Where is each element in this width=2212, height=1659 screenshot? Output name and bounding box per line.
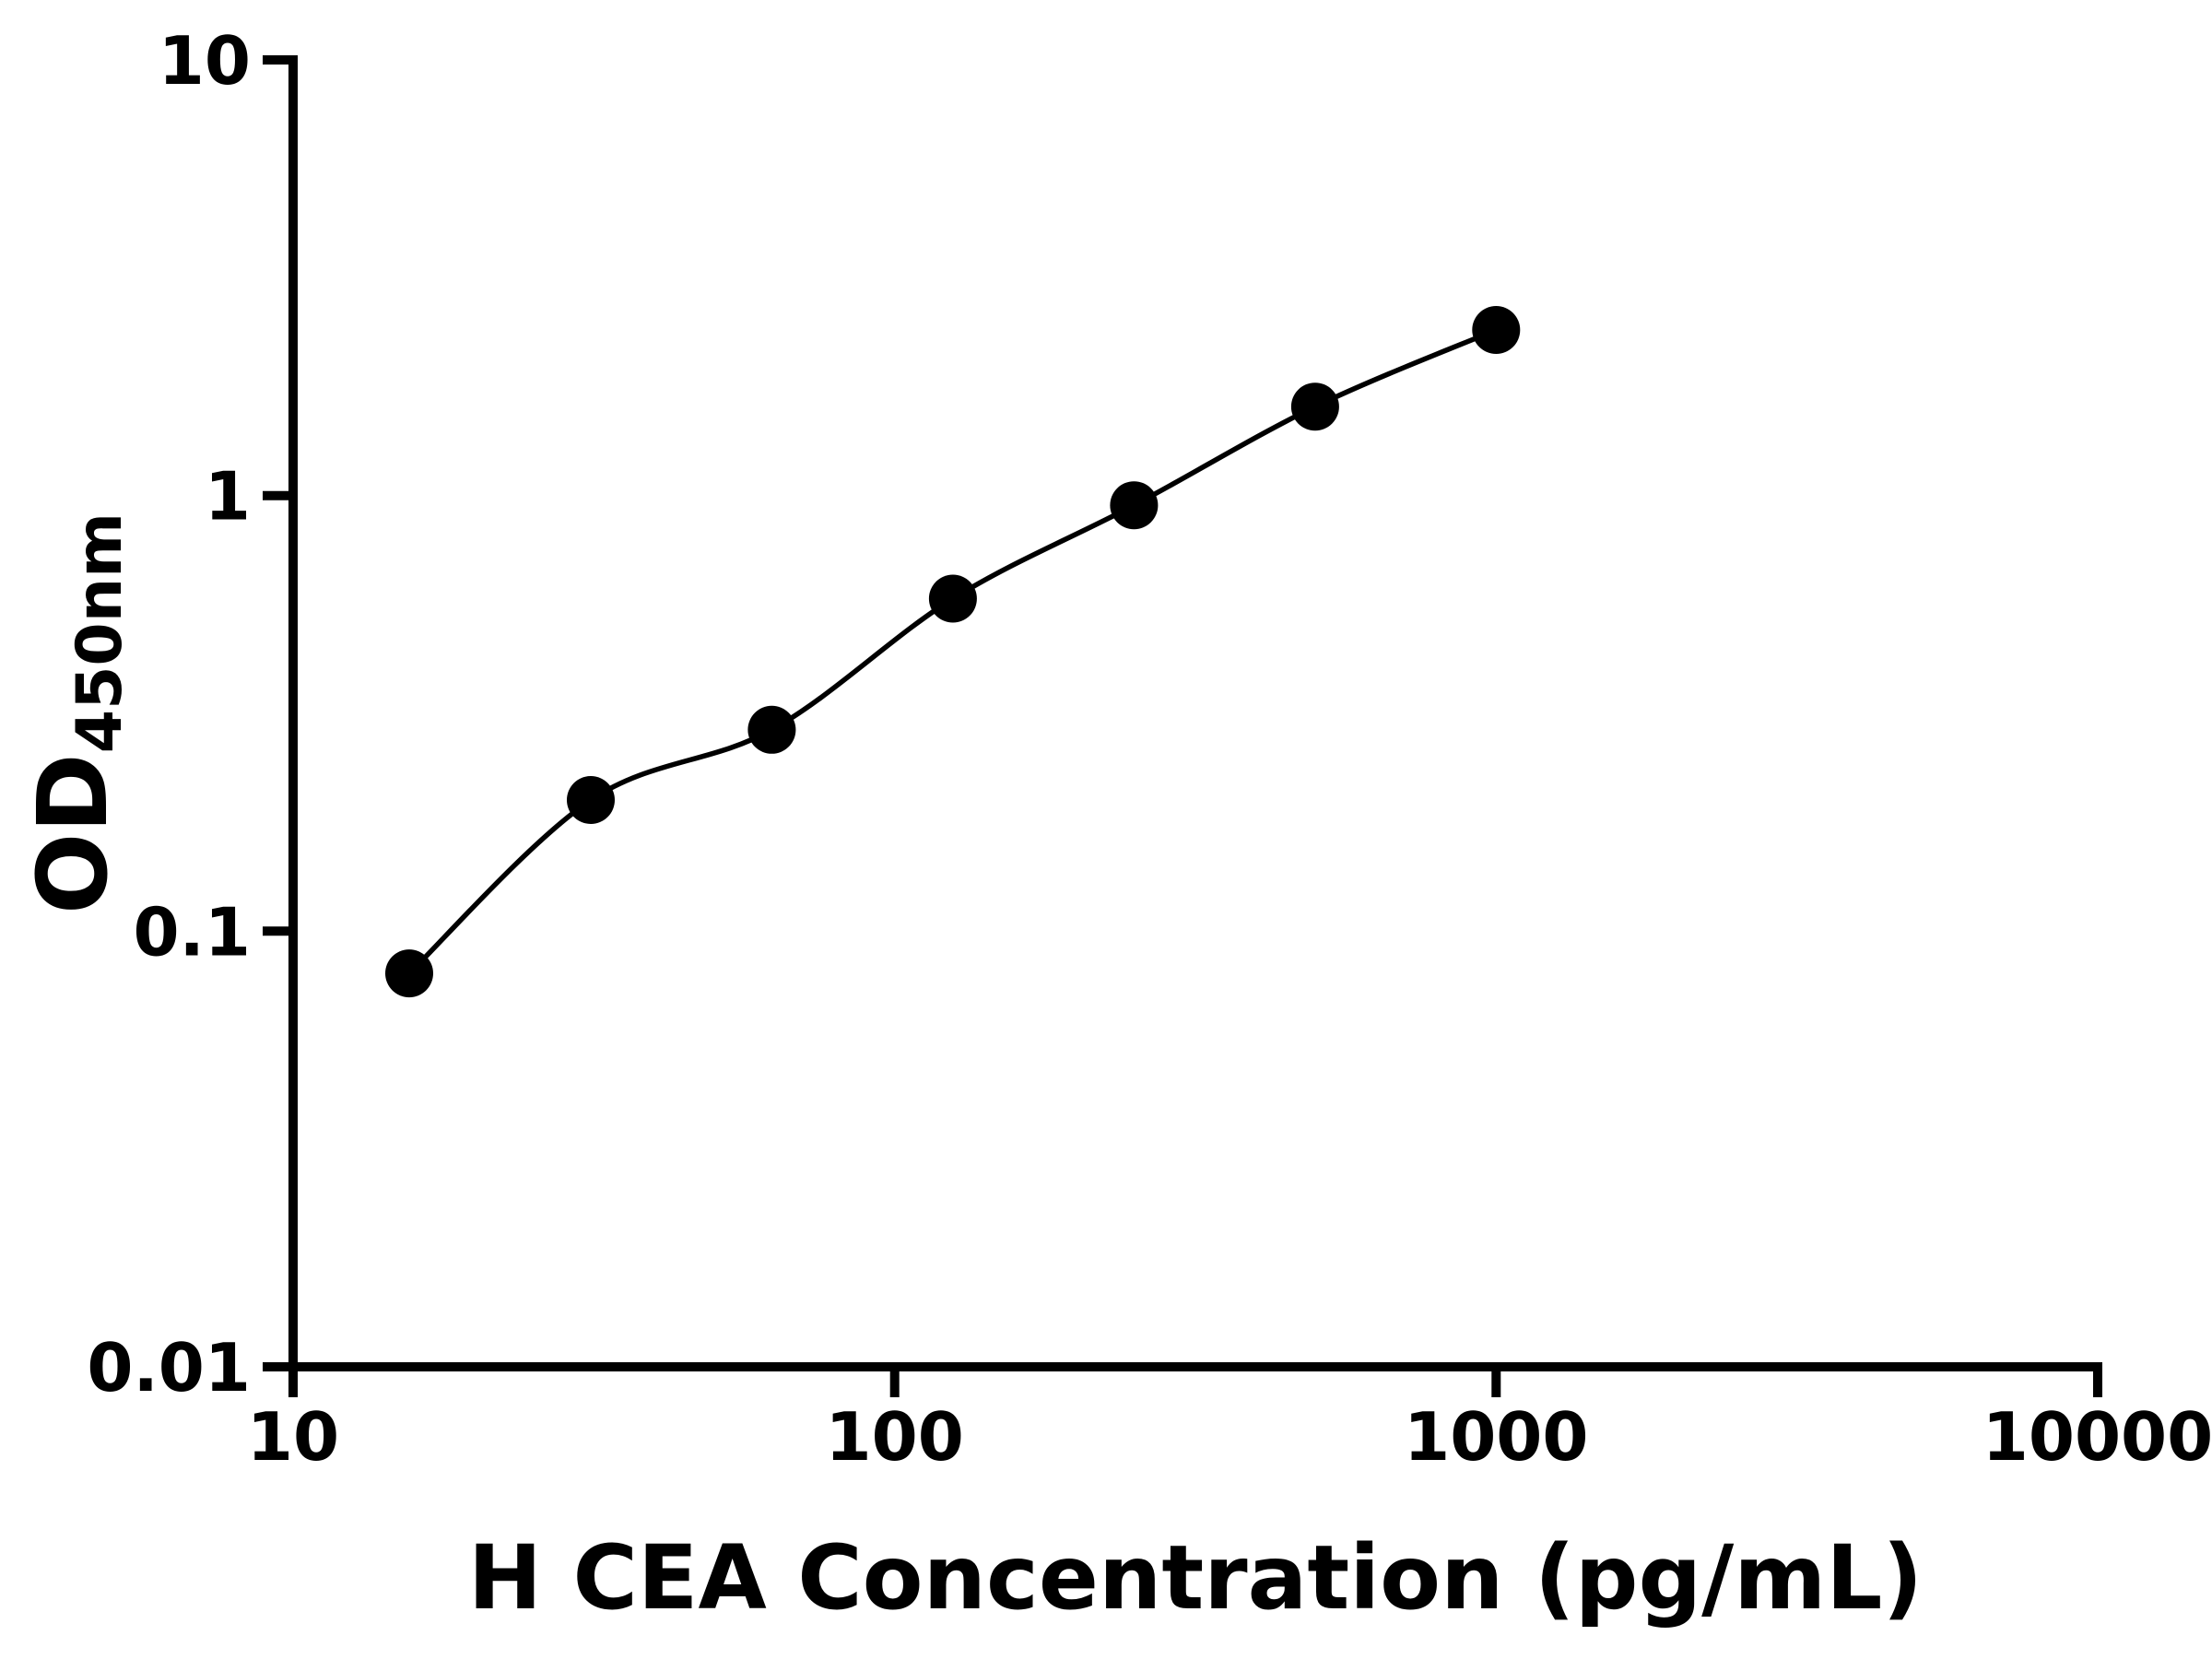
x-tick-label: 100 [826, 1398, 964, 1476]
y-tick-label: 10 [159, 22, 251, 100]
x-tick-label: 10000 [1983, 1398, 2212, 1476]
data-point [385, 949, 433, 998]
x-tick-label: 1000 [1404, 1398, 1588, 1476]
y-tick-label: 1 [205, 458, 251, 535]
data-point [567, 776, 615, 824]
y-axis-title: OD450nm [17, 512, 136, 914]
data-point [928, 574, 977, 623]
data-point [1290, 382, 1339, 431]
data-point [747, 705, 796, 754]
data-point [1472, 306, 1521, 354]
x-tick-label: 10 [247, 1398, 339, 1476]
y-tick-label: 0.01 [87, 1329, 251, 1406]
y-tick-label: 0.1 [133, 893, 251, 971]
x-axis-title: H CEA Concentration (pg/mL) [468, 1526, 1924, 1630]
data-point [1110, 481, 1159, 530]
